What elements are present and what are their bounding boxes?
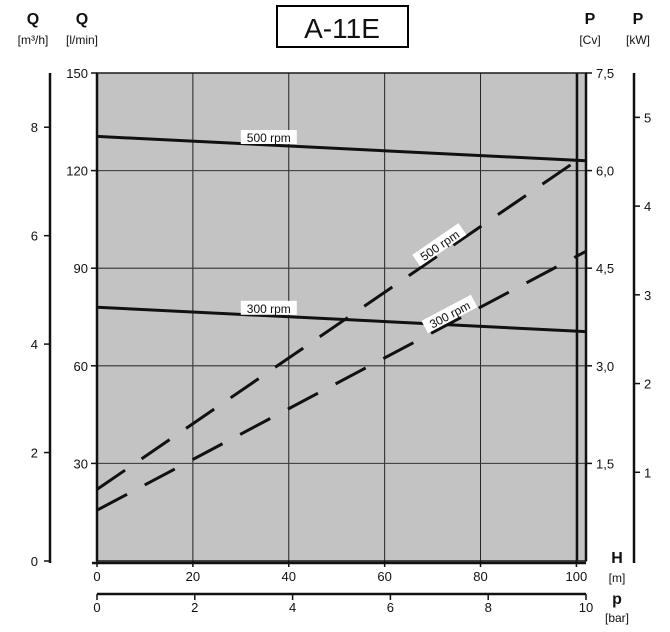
series-label-group: 300 rpm [240, 300, 297, 316]
tick-label-m3h: 8 [31, 120, 38, 135]
series-label-flow-300-rpm: 300 rpm [247, 302, 291, 316]
p-cv-symbol: P [585, 11, 596, 28]
tick-label-kw: 1 [644, 465, 651, 480]
tick-label-p: 4 [289, 600, 296, 615]
q-lmin-symbol: Q [76, 11, 88, 28]
tick-label-lmin: 120 [66, 164, 88, 179]
series-label-bg [240, 300, 297, 315]
tick-label-cv: 4,5 [596, 261, 614, 276]
tick-label-h: 40 [282, 569, 296, 584]
q-m3h-unit: [m³/h] [18, 33, 49, 47]
tick-label-lmin: 90 [74, 261, 88, 276]
tick-label-kw: 5 [644, 110, 651, 125]
q-lmin-unit: [l/min] [66, 33, 98, 47]
tick-label-cv: 6,0 [596, 164, 614, 179]
tick-label-m3h: 0 [31, 554, 38, 569]
p-cv-unit: [Cv] [579, 33, 600, 47]
tick-label-m3h: 2 [31, 446, 38, 461]
series-line-power-300-rpm [96, 249, 587, 512]
series-line-flow-300-rpm [96, 305, 587, 334]
x-axis-p-symbol: p [612, 591, 622, 608]
x-axis-h-symbol: H [611, 550, 623, 567]
q-m3h-symbol: Q [27, 11, 39, 28]
tick-label-h: 100 [566, 569, 588, 584]
tick-label-m3h: 6 [31, 229, 38, 244]
axis-labels: A-11E Q [m³/h] Q [l/min] P [Cv] P [kW] H… [18, 5, 650, 625]
series-label-group: 500 rpm [240, 130, 297, 145]
series-label-flow-500-rpm: 500 rpm [247, 131, 291, 145]
tick-label-h: 0 [93, 569, 100, 584]
series-label-bg [240, 130, 297, 144]
tick-label-p: 8 [485, 600, 492, 615]
plot-background [97, 73, 586, 561]
tick-label-lmin: 60 [74, 359, 88, 374]
tick-label-lmin: 30 [74, 456, 88, 471]
title-box [276, 5, 409, 48]
tick-label-cv: 7,5 [596, 66, 614, 81]
tick-label-cv: 1,5 [596, 456, 614, 471]
tick-label-p: 10 [579, 600, 593, 615]
tick-label-kw: 3 [644, 288, 651, 303]
tick-label-p: 0 [93, 600, 100, 615]
tick-label-h: 80 [473, 569, 487, 584]
tick-label-p: 2 [191, 600, 198, 615]
tick-label-m3h: 4 [31, 337, 38, 352]
tick-label-cv: 3,0 [596, 359, 614, 374]
tick-label-lmin: 150 [66, 66, 88, 81]
p-kw-unit: [kW] [626, 33, 650, 47]
tick-label-h: 60 [377, 569, 391, 584]
grid-lines [97, 72, 586, 561]
chart-title: A-11E [304, 13, 380, 44]
tick-label-p: 6 [387, 600, 394, 615]
tick-label-h: 20 [186, 569, 200, 584]
series-label-bg [421, 294, 478, 334]
series-label-bg [412, 223, 467, 267]
tick-label-kw: 2 [644, 377, 651, 392]
x-axis-p-unit: [bar] [605, 611, 629, 625]
p-kw-symbol: P [633, 11, 644, 28]
tick-label-kw: 4 [644, 199, 651, 214]
x-axis-h-unit: [m] [609, 571, 626, 585]
series-line-flow-500-rpm [96, 134, 587, 163]
series-line-power-500-rpm [96, 153, 587, 491]
